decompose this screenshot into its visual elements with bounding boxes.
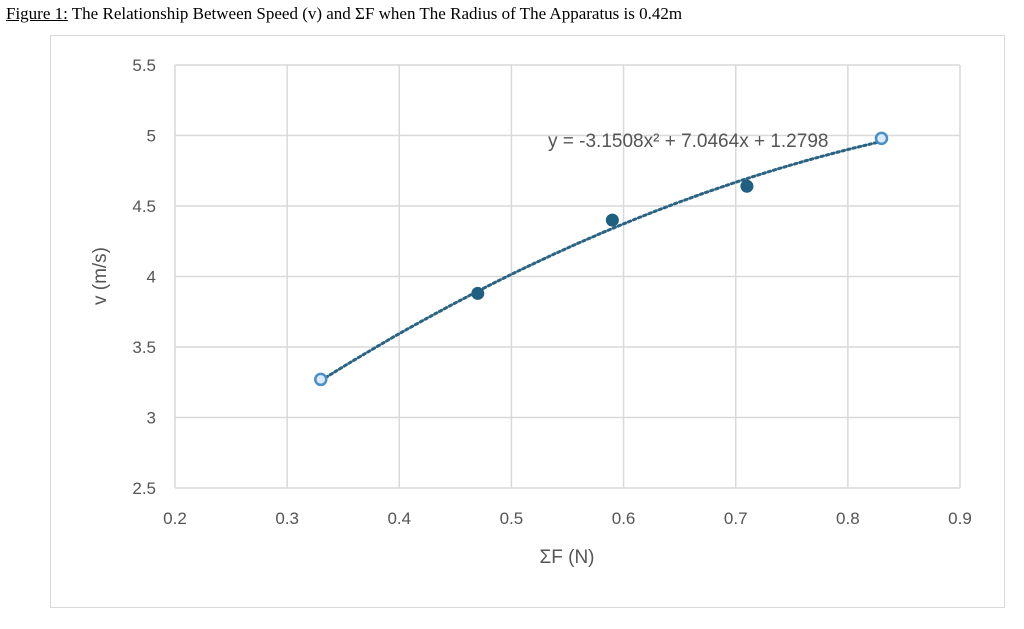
- x-tick-label: 0.6: [612, 509, 636, 528]
- x-tick-label: 0.2: [163, 509, 187, 528]
- figure-caption: Figure 1: The Relationship Between Speed…: [6, 4, 682, 24]
- data-point: [605, 213, 619, 227]
- x-tick-label: 0.5: [500, 509, 524, 528]
- data-point: [314, 372, 328, 387]
- x-tick-label: 0.3: [275, 509, 299, 528]
- y-tick-label: 4: [147, 268, 156, 287]
- trendline-equation: y = -3.1508x² + 7.0464x + 1.2798: [548, 131, 828, 152]
- y-axis-label: v (m/s): [90, 247, 111, 305]
- figure-caption-text: The Relationship Between Speed (v) and Σ…: [67, 4, 683, 23]
- chart-frame: [50, 35, 1005, 608]
- y-tick-label: 5.5: [132, 56, 156, 75]
- y-tick-label: 3.5: [132, 338, 156, 357]
- x-axis-label: ΣF (N): [539, 547, 594, 568]
- y-tick-label: 3: [147, 409, 156, 428]
- data-point: [874, 131, 889, 146]
- trendline: [319, 140, 883, 383]
- figure-label: Figure 1:: [6, 4, 68, 23]
- data-point: [740, 179, 754, 193]
- data-point: [471, 286, 485, 300]
- y-tick-label: 4.5: [132, 197, 156, 216]
- y-tick-label: 5: [147, 127, 156, 146]
- x-tick-label: 0.9: [948, 509, 972, 528]
- x-tick-label: 0.7: [724, 509, 748, 528]
- x-tick-label: 0.8: [836, 509, 860, 528]
- x-tick-label: 0.4: [387, 509, 411, 528]
- y-tick-label: 2.5: [132, 479, 156, 498]
